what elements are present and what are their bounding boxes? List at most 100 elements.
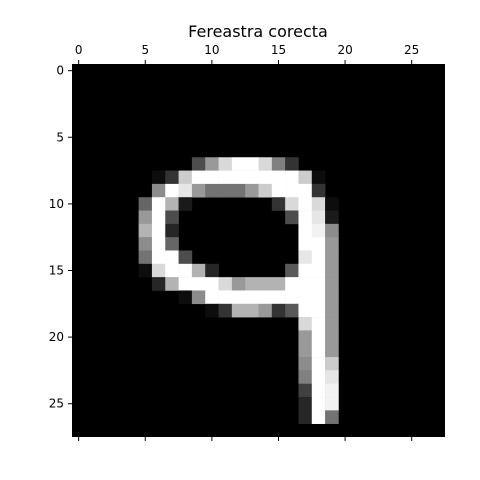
heatmap-cell xyxy=(298,410,313,424)
heatmap-cell xyxy=(285,170,299,185)
heatmap-cell xyxy=(285,183,299,198)
heatmap-cell xyxy=(311,397,326,411)
chart-title: Fereastra corecta xyxy=(188,22,328,41)
heatmap-cell xyxy=(165,263,179,278)
heatmap-cell xyxy=(165,170,179,185)
heatmap-cell xyxy=(245,170,259,185)
heatmap-cell xyxy=(271,170,286,185)
heatmap-cell xyxy=(325,250,339,265)
heatmap-cell xyxy=(231,183,246,198)
heatmap-cell xyxy=(165,197,179,211)
heatmap-cell xyxy=(218,277,233,291)
heatmap-cell xyxy=(298,290,313,305)
heatmap-cell xyxy=(285,290,299,305)
y-tick-label: 25 xyxy=(49,397,64,411)
heatmap-cell xyxy=(285,210,299,225)
plot-frame xyxy=(72,64,445,437)
heatmap-cell xyxy=(325,290,339,305)
heatmap-cell xyxy=(205,183,219,198)
heatmap-cell xyxy=(298,330,313,345)
heatmap-cell xyxy=(311,290,326,305)
heatmap-cell xyxy=(151,223,166,238)
y-tick-label: 5 xyxy=(56,130,64,144)
heatmap-cell xyxy=(151,250,166,265)
heatmap-cell xyxy=(271,290,286,305)
heatmap-cell xyxy=(325,277,339,291)
heatmap-cell xyxy=(298,397,313,411)
x-tick-label: 10 xyxy=(204,43,219,57)
heatmap-cell xyxy=(311,223,326,238)
heatmap-cell xyxy=(311,197,326,211)
heatmap-cell xyxy=(311,357,326,371)
heatmap-cell xyxy=(298,250,313,265)
heatmap-cell xyxy=(138,250,153,265)
heatmap-cell xyxy=(205,277,219,291)
heatmap-cell xyxy=(138,263,153,278)
heatmap-cell xyxy=(325,410,339,424)
heatmap-cell xyxy=(231,303,246,318)
heatmap-cell xyxy=(258,170,273,185)
heatmap-cell xyxy=(138,237,153,251)
y-tick-label: 20 xyxy=(49,330,64,344)
heatmap-cell xyxy=(205,157,219,171)
x-tick-label: 25 xyxy=(404,43,419,57)
y-tick-label: 15 xyxy=(49,263,64,277)
heatmap-cell xyxy=(311,210,326,225)
image-background xyxy=(72,64,445,437)
heatmap-cell xyxy=(325,357,339,371)
heatmap-cell xyxy=(285,197,299,211)
heatmap-cell xyxy=(271,197,286,211)
heatmap-cell xyxy=(218,157,233,171)
heatmap-cell xyxy=(325,397,339,411)
heatmap-cell xyxy=(298,370,313,385)
x-tick-label: 20 xyxy=(337,43,352,57)
heatmap-cell xyxy=(285,277,299,291)
heatmap-cell xyxy=(205,170,219,185)
heatmap-cell xyxy=(205,290,219,305)
heatmap-cell xyxy=(298,263,313,278)
heatmap-cell xyxy=(218,183,233,198)
heatmap-cell xyxy=(285,303,299,318)
heatmap-cell xyxy=(245,303,259,318)
heatmap-cell xyxy=(325,370,339,385)
heatmap-cell xyxy=(298,237,313,251)
heatmap-cell xyxy=(231,170,246,185)
heatmap-cell xyxy=(205,303,219,318)
heatmap-cell xyxy=(311,250,326,265)
heatmap-cell xyxy=(218,170,233,185)
heatmap-cell xyxy=(285,263,299,278)
heatmap-cell xyxy=(311,317,326,331)
heatmap-cell xyxy=(325,343,339,358)
heatmap-cell xyxy=(191,170,206,185)
heatmap-cell xyxy=(191,290,206,305)
heatmap-cell xyxy=(191,263,206,278)
x-tick-label: 0 xyxy=(75,43,83,57)
heatmap-cell xyxy=(151,197,166,211)
heatmap-cell xyxy=(231,290,246,305)
heatmap-cell xyxy=(165,210,179,225)
heatmap-cell xyxy=(298,210,313,225)
heatmap-cell xyxy=(311,303,326,318)
heatmap-cell xyxy=(138,223,153,238)
heatmap-cell xyxy=(205,263,219,278)
heatmap-cell xyxy=(258,157,273,171)
x-tick-label: 15 xyxy=(271,43,286,57)
heatmap-cell xyxy=(311,330,326,345)
heatmap-cell xyxy=(151,210,166,225)
heatmap-cell xyxy=(191,183,206,198)
heatmap-cell xyxy=(311,383,326,398)
heatmap-cell xyxy=(311,410,326,424)
heatmap-cell xyxy=(165,250,179,265)
heatmap-cell xyxy=(178,290,193,305)
heatmap-cell xyxy=(311,263,326,278)
heatmap-cell xyxy=(311,183,326,198)
heatmap-cell xyxy=(311,277,326,291)
heatmap-cell xyxy=(325,303,339,318)
heatmap-cell xyxy=(311,237,326,251)
heatmap-cell xyxy=(191,277,206,291)
heatmap-cell xyxy=(298,197,313,211)
heatmap-cell xyxy=(298,170,313,185)
heatmap-cell xyxy=(178,183,193,198)
heatmap-cell xyxy=(325,317,339,331)
